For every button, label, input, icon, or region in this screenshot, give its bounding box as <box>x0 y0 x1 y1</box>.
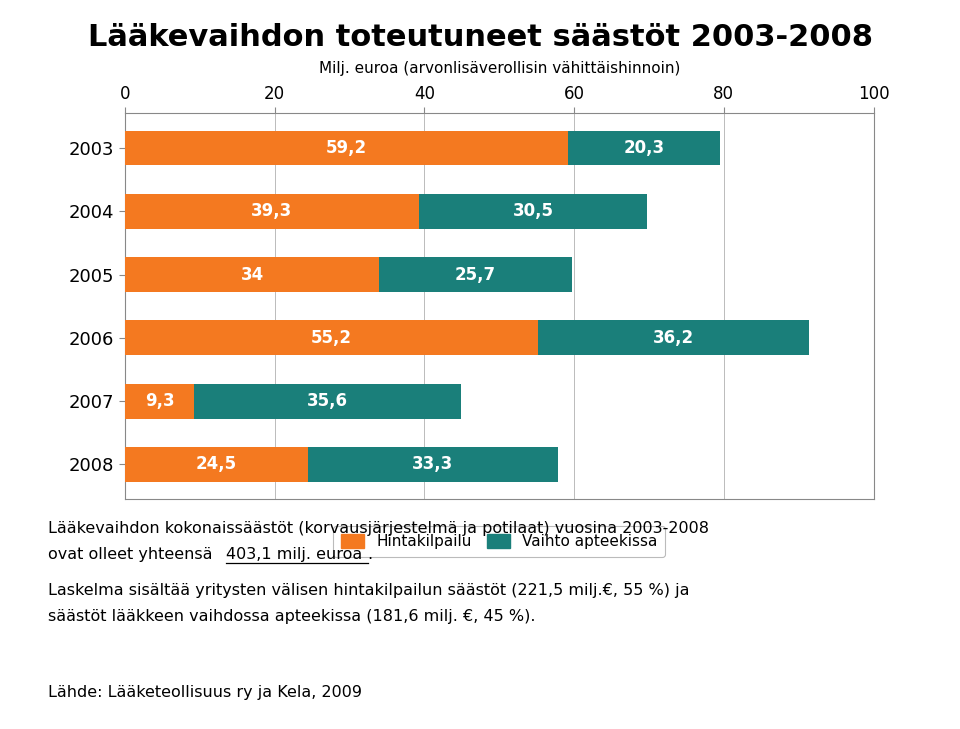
Text: Lähde: Lääketeollisuus ry ja Kela, 2009: Lähde: Lääketeollisuus ry ja Kela, 2009 <box>48 685 362 701</box>
Bar <box>125 130 568 165</box>
Text: 403,1 milj. euroa: 403,1 milj. euroa <box>226 547 362 562</box>
Bar <box>539 321 809 355</box>
Legend: Hintakilpailu, Vaihto apteekissa: Hintakilpailu, Vaihto apteekissa <box>333 526 665 557</box>
Text: 55,2: 55,2 <box>311 329 352 347</box>
Text: 30,5: 30,5 <box>513 202 554 220</box>
Bar <box>125 194 420 229</box>
Bar <box>379 257 572 292</box>
Text: 39,3: 39,3 <box>252 202 293 220</box>
Bar <box>195 383 461 418</box>
Text: 59,2: 59,2 <box>325 139 367 157</box>
Text: Laskelma sisältää yritysten välisen hintakilpailun säästöt (221,5 milj.€, 55 %) : Laskelma sisältää yritysten välisen hint… <box>48 583 689 599</box>
Bar <box>420 194 647 229</box>
Text: ovat olleet yhteensä: ovat olleet yhteensä <box>48 547 218 562</box>
Text: säästöt lääkkeen vaihdossa apteekissa (181,6 milj. €, 45 %).: säästöt lääkkeen vaihdossa apteekissa (1… <box>48 609 536 624</box>
Bar <box>125 321 539 355</box>
Text: Lääkevaihdon toteutuneet säästöt 2003-2008: Lääkevaihdon toteutuneet säästöt 2003-20… <box>87 23 873 52</box>
Text: 34: 34 <box>240 265 264 284</box>
Text: 36,2: 36,2 <box>653 329 694 347</box>
Text: 25,7: 25,7 <box>455 265 496 284</box>
Bar <box>308 447 558 482</box>
Text: 20,3: 20,3 <box>624 139 664 157</box>
Text: 33,3: 33,3 <box>412 456 453 473</box>
Text: 24,5: 24,5 <box>196 456 237 473</box>
Bar <box>125 257 379 292</box>
Bar <box>125 447 308 482</box>
Text: 9,3: 9,3 <box>145 392 175 410</box>
Text: 35,6: 35,6 <box>307 392 348 410</box>
Text: .: . <box>368 547 372 562</box>
X-axis label: Milj. euroa (arvonlisäverollisin vähittäishinnoin): Milj. euroa (arvonlisäverollisin vähittä… <box>319 61 680 77</box>
Bar <box>125 383 195 418</box>
Text: Lääkevaihdon kokonaissäästöt (korvausjärjestelmä ja potilaat) vuosina 2003-2008: Lääkevaihdon kokonaissäästöt (korvausjär… <box>48 521 709 537</box>
Bar <box>568 130 720 165</box>
